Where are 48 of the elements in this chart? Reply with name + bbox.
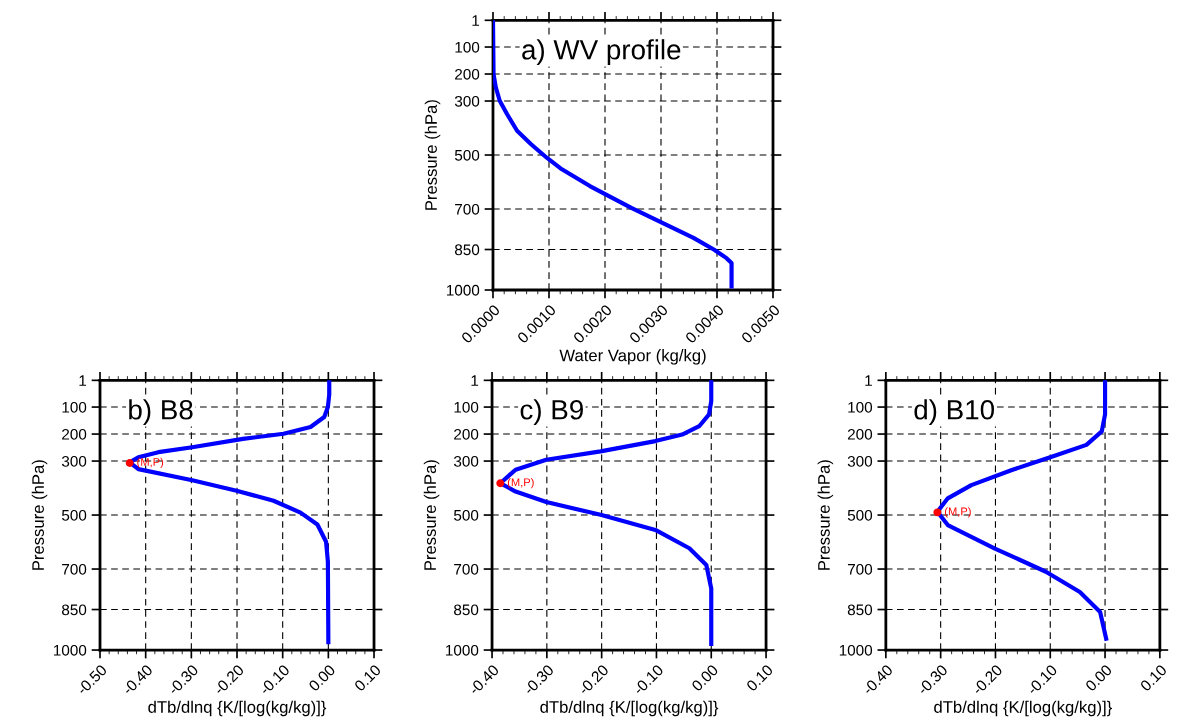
annotation: (M,P): [507, 478, 534, 489]
x-axis-title: Water Vapor (kg/kg): [559, 349, 706, 365]
y-tick-label: 200: [62, 428, 87, 440]
y-tick-label: 1000: [446, 284, 480, 296]
y-axis-title: Pressure (hPa): [423, 460, 440, 570]
y-tick-label: 1000: [446, 644, 479, 656]
y-tick-label: 700: [454, 563, 479, 575]
text: d) B10: [914, 399, 995, 426]
y-axis-title: Pressure (hPa): [31, 460, 48, 570]
y-tick-label: 300: [454, 95, 480, 107]
x-axis-title: dTb/dlnq {K/[log(kg/kg)]}: [540, 700, 719, 717]
line-series: [935, 380, 1109, 641]
annotation: (M,P): [137, 457, 164, 469]
y-tick-label: 850: [454, 604, 479, 616]
y-tick-label: 1000: [839, 644, 873, 656]
x-axis-title: dTb/dlnq {K/[log(kg/kg)]}: [934, 700, 1112, 717]
y-tick-label: 100: [454, 401, 479, 413]
y-tick-label: 100: [455, 41, 480, 53]
y-tick-label: 300: [453, 455, 479, 467]
y-tick-label: 500: [847, 509, 873, 521]
y-tick-label: 500: [454, 149, 480, 161]
y-tick-label: 850: [454, 244, 480, 256]
y-axis-title: Pressure (hPa): [817, 460, 834, 570]
y-tick-label: 200: [454, 428, 479, 440]
y-tick-label: 200: [847, 428, 873, 440]
x-axis-title: dTb/dlnq {K/[log(kg/kg)]}: [148, 700, 327, 717]
y-tick-label: 300: [61, 455, 87, 467]
y-tick-label: 850: [847, 604, 873, 616]
text: a) WV profile: [522, 39, 681, 66]
y-tick-label: 100: [62, 401, 87, 413]
y-tick-label: 100: [848, 401, 873, 413]
y-tick-label: 300: [847, 455, 873, 467]
y-tick-label: 1: [471, 375, 479, 386]
annotation: (M,P): [945, 507, 971, 518]
y-axis-title: Pressure (hPa): [424, 100, 441, 210]
text: b) B8: [129, 399, 193, 426]
y-tick-label: 700: [847, 563, 873, 575]
y-tick-label: 1: [79, 375, 87, 386]
y-tick-label: 1: [472, 15, 480, 26]
y-tick-label: 700: [62, 563, 87, 575]
y-tick-label: 850: [61, 604, 87, 616]
y-tick-label: 500: [453, 509, 479, 521]
y-tick-label: 700: [455, 203, 480, 215]
y-tick-label: 200: [455, 68, 480, 80]
y-tick-label: 1000: [54, 644, 87, 656]
y-tick-label: 1: [865, 375, 872, 386]
text: c) B9: [520, 399, 583, 426]
y-tick-label: 500: [61, 509, 87, 521]
